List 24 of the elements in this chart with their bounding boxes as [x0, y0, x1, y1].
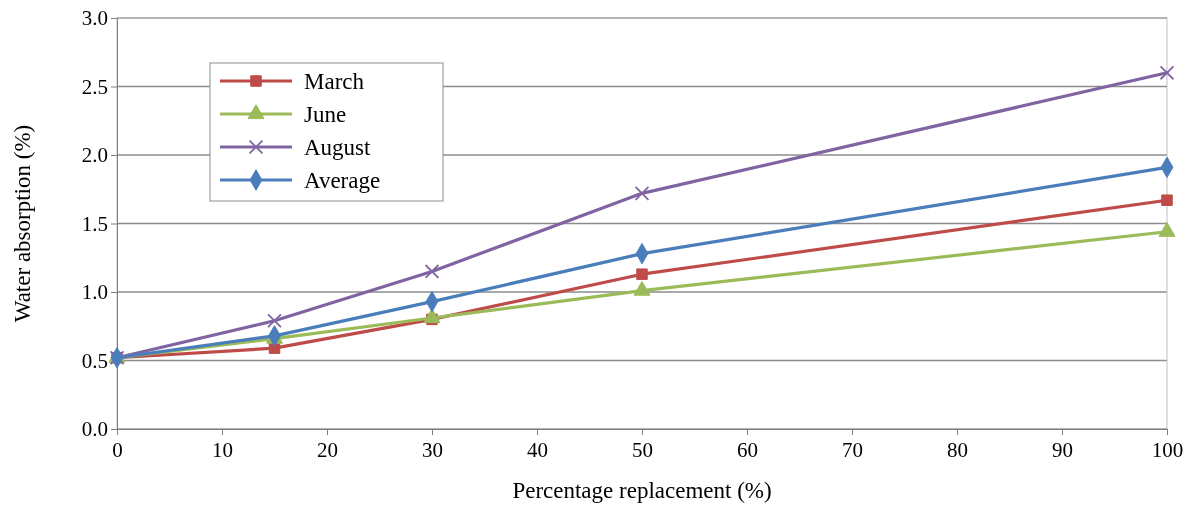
y-tick-label: 0.0: [81, 417, 108, 442]
x-tick-label: 70: [842, 437, 863, 462]
y-tick-label: 3.0: [81, 6, 108, 31]
y-tick-label: 1.5: [81, 211, 108, 236]
y-axis-title: Water absorption (%): [10, 124, 35, 323]
legend-label: March: [304, 69, 365, 95]
y-tick-label: 0.5: [81, 348, 108, 373]
x-tick-label: 100: [1151, 437, 1184, 462]
x-tick-label: 30: [422, 437, 443, 462]
y-tick-label: 2.0: [81, 143, 108, 168]
x-tick-label: 10: [212, 437, 233, 462]
x-tick-label: 90: [1052, 437, 1073, 462]
x-tick-label: 60: [737, 437, 758, 462]
x-tick-label: 80: [947, 437, 968, 462]
y-tick-label: 1.0: [81, 280, 108, 305]
x-tick-label: 20: [317, 437, 338, 462]
x-tick-label: 0: [112, 437, 123, 462]
legend-label: Average: [304, 168, 381, 194]
legend-label: August: [304, 135, 372, 161]
x-axis-title: Percentage replacement (%): [512, 478, 772, 503]
x-tick-label: 40: [527, 437, 548, 462]
x-tick-label: 50: [632, 437, 653, 462]
y-tick-label: 2.5: [81, 74, 108, 99]
legend-label: June: [304, 102, 347, 128]
